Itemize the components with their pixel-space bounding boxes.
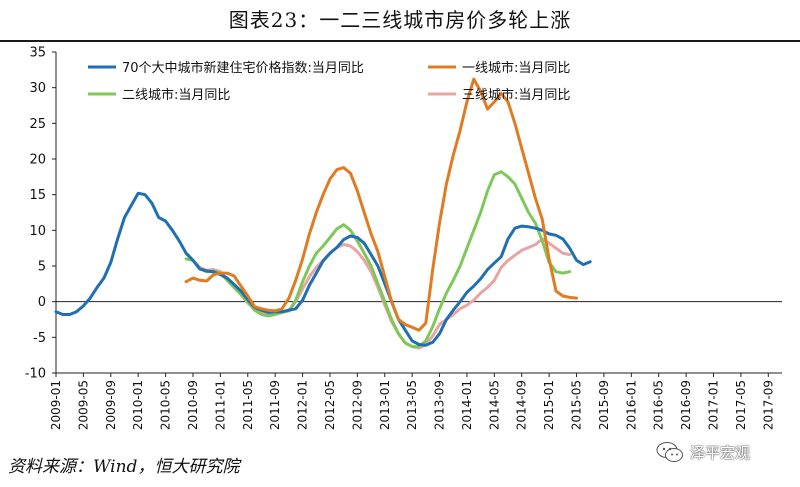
y-tick-label: -10 [25,367,46,382]
x-tick-label: 2014-01 [460,380,474,430]
y-tick-label: -5 [33,331,46,346]
y-tick-label: 5 [38,260,46,275]
legend-label-3: 三线城市:当月同比 [462,87,570,103]
x-tick-label: 2014-05 [487,380,501,430]
x-tick-label: 2017-09 [761,380,775,430]
x-tick-label: 2009-09 [104,380,118,430]
x-tick-label: 2016-01 [624,380,638,430]
wechat-icon [656,442,683,462]
x-tick-label: 2010-05 [159,380,173,430]
x-tick-label: 2015-01 [542,380,556,430]
x-tick-label: 2011-05 [241,380,255,430]
x-tick-label: 2011-01 [213,380,227,430]
legend-label-1: 一线城市:当月同比 [462,60,570,76]
x-tick-label: 2017-05 [734,380,748,430]
title-divider [0,40,800,42]
x-tick-label: 2016-09 [679,380,693,430]
y-tick-label: 15 [29,188,46,203]
x-tick-label: 2012-05 [323,380,337,430]
x-tick-label: 2009-05 [76,380,90,430]
x-tick-label: 2013-01 [378,380,392,430]
x-axis: 2009-01 2009-05 2009-09 2010-01 2010-05 2010-… [49,301,782,430]
x-tick-label: 2012-09 [350,380,364,430]
y-tick-label: 0 [38,295,46,310]
x-tick-label: 2013-09 [433,380,447,430]
watermark-text: 泽平宏观 [690,443,751,462]
x-tick-label: 2015-09 [597,380,611,430]
x-tick-label: 2010-09 [186,380,200,430]
series-line-1 [184,77,578,332]
x-tick-label: 2009-01 [49,380,63,430]
x-tick-label: 2017-01 [707,380,721,430]
y-tick-label: 35 [29,46,46,61]
page-title: 图表23：一二三线城市房价多轮上涨 [228,8,572,32]
watermark: 泽平宏观 [656,441,750,463]
y-axis: -10 -5 0 5 10 15 20 25 30 35 [25,46,57,382]
x-tick-label: 2010-01 [131,380,145,430]
x-tick-label: 2014-09 [515,380,529,430]
y-tick-label: 25 [29,117,46,132]
legend-label-0: 70个大中城市新建住宅价格指数:当月同比 [122,60,364,76]
x-tick-label: 2015-05 [570,380,584,430]
x-tick-label: 2013-05 [405,380,419,430]
series-line-2 [184,170,572,349]
legend-label-2: 二线城市:当月同比 [122,87,230,103]
y-tick-label: 30 [29,81,46,96]
x-tick-label: 2016-05 [652,380,666,430]
series-layer [54,77,592,350]
y-tick-label: 20 [29,153,46,168]
source-note: 资料来源：Wind，恒大研究院 [8,457,240,477]
y-tick-label: 10 [29,224,46,239]
x-tick-label: 2012-01 [296,380,310,430]
x-tick-label: 2011-09 [268,380,282,430]
series-line-0 [54,191,592,347]
